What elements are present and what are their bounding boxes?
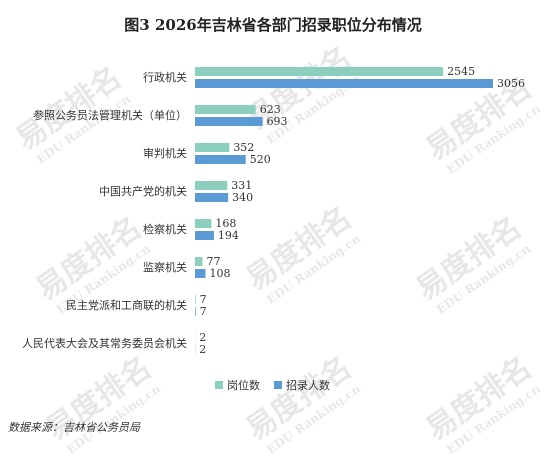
legend-label: 招录人数 xyxy=(286,378,330,392)
bar xyxy=(195,219,211,228)
bar xyxy=(195,269,206,278)
source: 数据来源：吉林省公务员局 xyxy=(8,421,141,434)
category-label: 中国共产党的机关 xyxy=(99,184,187,198)
bar xyxy=(195,105,256,114)
bar xyxy=(195,117,263,126)
legend-swatch xyxy=(215,381,223,389)
value-label: 340 xyxy=(232,191,253,204)
bar xyxy=(195,193,228,202)
category-label: 检察机关 xyxy=(143,222,187,236)
legend-label: 岗位数 xyxy=(227,378,260,392)
bar xyxy=(195,295,196,304)
category-label: 民主党派和工商联的机关 xyxy=(66,298,187,312)
bar xyxy=(195,307,196,316)
value-label: 2 xyxy=(199,343,206,356)
bar xyxy=(195,143,229,152)
value-label: 520 xyxy=(250,153,271,166)
bar xyxy=(195,181,227,190)
bar xyxy=(195,79,493,88)
bar xyxy=(195,155,246,164)
value-label: 3056 xyxy=(497,77,525,90)
category-label: 审判机关 xyxy=(143,146,187,160)
chart-title: 图3 2026年吉林省各部门招录职位分布情况 xyxy=(124,16,421,34)
category-label: 参照公务员法管理机关（单位） xyxy=(33,108,187,122)
category-label: 行政机关 xyxy=(143,70,187,84)
value-label: 194 xyxy=(218,229,239,242)
category-label: 人民代表大会及其常务委员会机关 xyxy=(22,336,187,350)
value-label: 2545 xyxy=(447,65,475,78)
bar xyxy=(195,257,203,266)
value-label: 693 xyxy=(267,115,288,128)
bar xyxy=(195,231,214,240)
value-label: 108 xyxy=(210,267,231,280)
legend-swatch xyxy=(274,381,282,389)
category-label: 监察机关 xyxy=(143,260,187,274)
bar xyxy=(195,67,443,76)
value-label: 7 xyxy=(200,305,207,318)
